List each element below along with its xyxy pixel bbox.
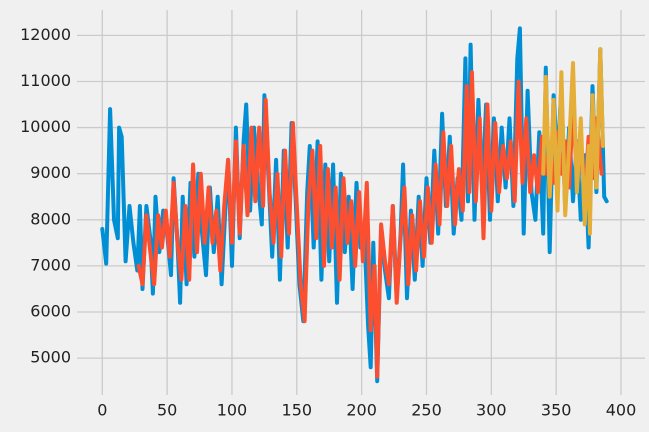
y-tick-label: 6000 — [30, 302, 71, 321]
x-tick-label: 0 — [97, 401, 107, 420]
y-tick-label: 10000 — [20, 117, 71, 136]
y-tick-label: 8000 — [30, 209, 71, 228]
x-tick-label: 50 — [157, 401, 177, 420]
x-tick-label: 150 — [282, 401, 313, 420]
series-line — [100, 26, 609, 384]
y-tick-label: 5000 — [30, 348, 71, 367]
y-tick-label: 9000 — [30, 163, 71, 182]
y-tick-label: 11000 — [20, 71, 71, 90]
x-tick-label: 400 — [606, 401, 637, 420]
y-tick-label: 12000 — [20, 25, 71, 44]
series-line — [136, 70, 604, 379]
x-tick-label: 300 — [476, 401, 507, 420]
series-line — [541, 47, 605, 236]
x-tick-label: 250 — [411, 401, 442, 420]
x-tick-label: 100 — [217, 401, 248, 420]
y-tick-label: 7000 — [30, 255, 71, 274]
x-tick-label: 200 — [346, 401, 377, 420]
x-tick-label: 350 — [541, 401, 572, 420]
